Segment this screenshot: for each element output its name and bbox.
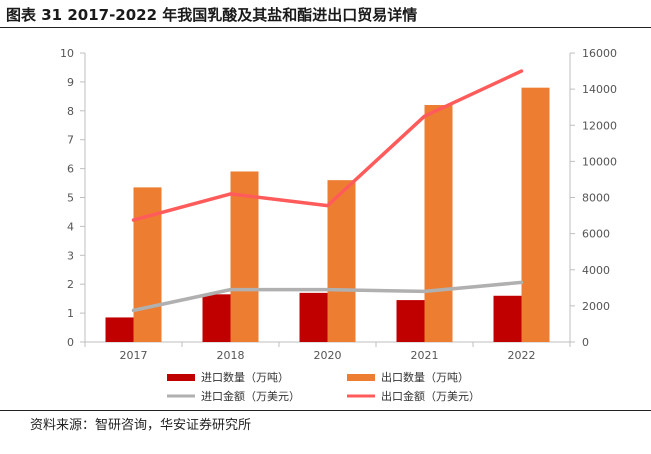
x-tick-label: 2018 xyxy=(217,349,245,362)
y-right-tick-label: 16000 xyxy=(582,47,617,60)
bar-export-qty xyxy=(521,87,550,343)
y-right-tick-label: 8000 xyxy=(582,192,610,205)
source-rule xyxy=(0,410,651,411)
y-right-tick-label: 4000 xyxy=(582,264,610,277)
y-right-tick-label: 2000 xyxy=(582,300,610,313)
x-tick-label: 2020 xyxy=(314,349,342,362)
y-left-tick-label: 6 xyxy=(67,163,74,176)
bar-import-qty xyxy=(396,300,425,342)
y-right-tick-label: 6000 xyxy=(582,228,610,241)
line-export-amount xyxy=(131,69,524,222)
y-right-tick-label: 0 xyxy=(582,336,589,349)
y-right-tick-label: 12000 xyxy=(582,119,617,132)
legend-label: 出口数量（万吨） xyxy=(381,370,469,384)
y-left-tick-label: 1 xyxy=(67,307,74,320)
legend-swatch xyxy=(347,374,375,381)
bar-export-qty xyxy=(133,187,162,342)
y-left-tick-label: 5 xyxy=(67,192,74,205)
bar-export-qty xyxy=(230,171,259,342)
bar-import-qty xyxy=(299,292,328,342)
x-tick-label: 2021 xyxy=(411,349,439,362)
bar-import-qty xyxy=(202,294,231,342)
line-import-amount xyxy=(131,280,524,313)
y-left-tick-label: 2 xyxy=(67,278,74,291)
y-right-tick-label: 14000 xyxy=(582,83,617,96)
legend: 进口数量（万吨） 出口数量（万吨） 进口金额（万美元） 出口金额（万美元） xyxy=(167,370,480,403)
legend-item-export-qty: 出口数量（万吨） xyxy=(347,370,469,384)
x-tick-label: 2017 xyxy=(120,349,148,362)
legend-label: 进口金额（万美元） xyxy=(201,389,300,403)
y-left-tick-label: 8 xyxy=(67,105,74,118)
bar-import-qty xyxy=(105,317,134,342)
legend-label: 进口数量（万吨） xyxy=(201,371,289,384)
legend-item-import-qty: 进口数量（万吨） xyxy=(167,371,289,384)
y-left-tick-label: 7 xyxy=(67,134,74,147)
chart-title: 图表 31 2017-2022 年我国乳酸及其盐和酯进出口贸易详情 xyxy=(6,6,418,24)
bar-import-qty xyxy=(493,295,522,342)
y-right-tick-label: 10000 xyxy=(582,155,617,168)
bar-export-qty xyxy=(424,105,453,343)
legend-item-import-amount: 进口金额（万美元） xyxy=(167,389,300,403)
y-left-tick-label: 3 xyxy=(67,249,74,262)
legend-item-export-amount: 出口金额（万美元） xyxy=(347,389,480,403)
title-rule xyxy=(0,27,651,28)
y-left-tick-label: 9 xyxy=(67,76,74,89)
y-left-tick-label: 0 xyxy=(67,336,74,349)
source-note: 资料来源：智研咨询，华安证券研究所 xyxy=(30,418,252,433)
x-tick-label: 2022 xyxy=(508,349,536,362)
y-left-tick-label: 10 xyxy=(60,47,74,60)
bar-export-qty xyxy=(327,180,356,342)
legend-label: 出口金额（万美元） xyxy=(381,389,480,403)
legend-swatch xyxy=(167,374,195,381)
y-left-tick-label: 4 xyxy=(67,220,74,233)
